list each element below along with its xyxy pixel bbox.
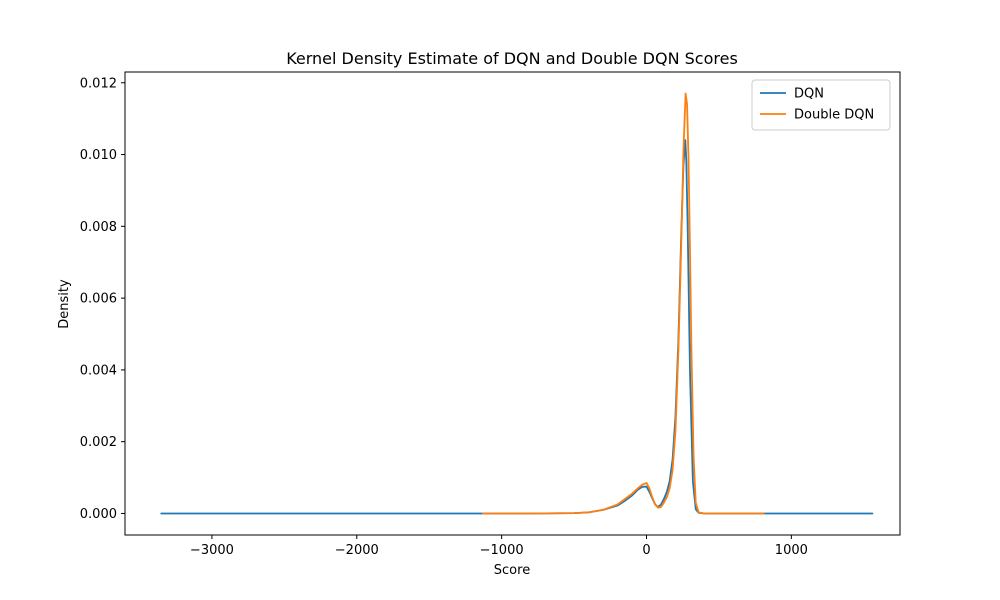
x-tick-label: −3000 <box>190 543 234 558</box>
legend: DQN Double DQN <box>751 79 891 131</box>
x-tick-label: −2000 <box>335 543 379 558</box>
y-tick-label: 0.010 <box>80 148 117 163</box>
y-tick-label: 0.006 <box>80 292 117 307</box>
x-axis-ticks: −3000 −2000 −1000 0 1000 <box>190 535 808 558</box>
x-tick-label: −1000 <box>480 543 524 558</box>
y-tick-label: 0.004 <box>80 363 117 378</box>
chart-title: Kernel Density Estimate of DQN and Doubl… <box>286 49 738 68</box>
axes-frame <box>124 71 901 536</box>
legend-box <box>751 79 891 131</box>
y-tick-label: 0.002 <box>80 435 117 450</box>
y-tick-label: 0.008 <box>80 220 117 235</box>
y-tick-label: 0.012 <box>80 76 117 91</box>
x-axis-label: Score <box>494 563 530 578</box>
legend-label-double-dqn: Double DQN <box>794 108 874 123</box>
legend-label-dqn: DQN <box>794 87 824 102</box>
y-axis-ticks: 0.000 0.002 0.004 0.006 0.008 0.010 0.012 <box>80 76 125 522</box>
y-tick-label: 0.000 <box>80 507 117 522</box>
y-axis-label: Density <box>57 279 72 329</box>
plot-area <box>124 71 901 536</box>
series-line-double-dqn <box>481 92 765 515</box>
x-tick-label: 1000 <box>775 543 808 558</box>
x-tick-label: 0 <box>642 543 650 558</box>
series-lines <box>160 92 874 515</box>
